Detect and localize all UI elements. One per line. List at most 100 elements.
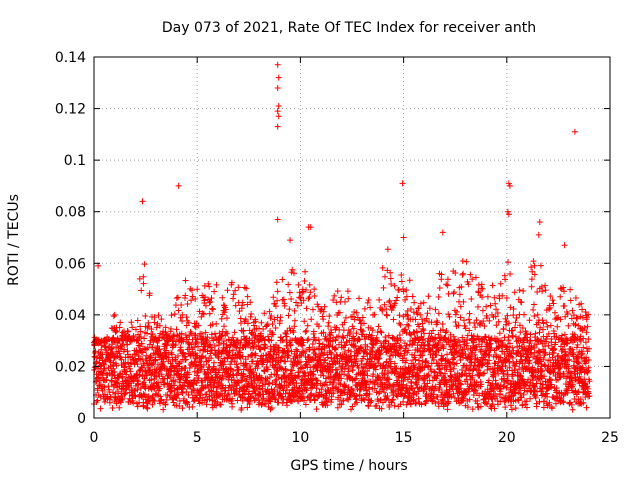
data-point: [158, 396, 165, 403]
data-point: [225, 390, 232, 397]
data-point: [101, 399, 108, 406]
data-point: [113, 362, 120, 369]
data-point: [223, 315, 230, 322]
data-point: [93, 358, 100, 365]
data-point: [113, 379, 120, 386]
data-point: [229, 367, 236, 374]
data-point: [206, 283, 213, 290]
data-point: [214, 399, 221, 406]
data-point: [229, 395, 236, 402]
data-point: [202, 370, 209, 377]
data-point: [173, 326, 180, 333]
data-point: [191, 368, 198, 375]
data-point: [144, 405, 151, 412]
data-point: [146, 341, 153, 348]
data-point: [114, 384, 121, 391]
data-point: [229, 334, 236, 341]
data-point: [233, 344, 240, 351]
data-point: [191, 323, 198, 330]
data-point: [202, 329, 209, 336]
data-point: [181, 382, 188, 389]
data-point: [175, 391, 182, 398]
data-point: [179, 350, 186, 357]
data-point: [213, 366, 220, 372]
data-point: [193, 339, 200, 346]
data-point: [151, 319, 158, 326]
data-point: [134, 386, 141, 393]
data-point: [214, 383, 221, 390]
data-point: [209, 305, 216, 312]
data-point: [145, 319, 152, 326]
data-point: [127, 368, 134, 375]
data-point: [223, 343, 230, 350]
data-point: [152, 356, 159, 363]
data-point: [122, 390, 129, 397]
data-point: [202, 339, 209, 346]
data-point: [206, 310, 213, 317]
chart-title: Day 073 of 2021, Rate Of TEC Index for r…: [162, 20, 536, 36]
data-point: [184, 300, 191, 307]
data-point: [125, 374, 132, 381]
data-point: [232, 341, 239, 348]
data-point: [126, 365, 133, 372]
y-tick-label: 0.04: [55, 308, 86, 324]
data-point: [112, 329, 119, 336]
x-axis-title: GPS time / hours: [290, 458, 407, 474]
data-point: [130, 399, 137, 406]
data-point: [98, 354, 105, 361]
data-point: [230, 295, 237, 302]
data-point: [198, 331, 205, 338]
data-point: [160, 333, 167, 340]
data-point: [109, 405, 116, 412]
data-point: [144, 330, 151, 337]
data-point: [140, 399, 147, 406]
data-point: [110, 359, 117, 366]
data-point: [186, 344, 193, 351]
data-point: [177, 344, 184, 351]
data-point: [113, 328, 120, 335]
data-point: [189, 293, 196, 300]
data-point: [172, 378, 179, 385]
data-point: [151, 314, 158, 321]
data-point: [137, 334, 144, 341]
data-point: [208, 387, 215, 394]
data-point: [184, 374, 191, 381]
data-point: [227, 365, 234, 372]
data-point: [224, 370, 231, 377]
data-point: [158, 316, 165, 323]
data-point: [213, 402, 220, 409]
data-point: [191, 344, 198, 351]
y-tick-label: 0.08: [55, 205, 86, 221]
data-point: [229, 347, 236, 354]
data-point: [156, 385, 163, 392]
data-point: [188, 287, 195, 294]
data-point: [200, 361, 207, 368]
data-point: [206, 393, 213, 400]
data-point: [217, 401, 224, 408]
data-point: [163, 396, 170, 403]
data-point: [235, 284, 242, 291]
data-point: [178, 302, 185, 309]
data-point: [134, 403, 141, 410]
data-point: [134, 317, 141, 324]
data-point: [149, 344, 156, 351]
data-point: [232, 302, 239, 309]
data-point: [97, 393, 104, 400]
data-point: [180, 338, 187, 345]
data-point: [160, 406, 167, 413]
data-point: [179, 311, 186, 318]
data-point: [230, 372, 237, 379]
data-point: [198, 313, 205, 320]
data-point: [221, 358, 228, 365]
data-point: [148, 354, 155, 361]
data-point: [222, 306, 229, 313]
data-point: [169, 351, 176, 358]
x-tick-label: 15: [395, 430, 413, 446]
y-tick-label: 0: [77, 411, 86, 427]
data-point: [109, 350, 116, 357]
data-point: [235, 366, 242, 373]
data-point: [141, 345, 148, 352]
data-point: [174, 352, 181, 359]
data-point: [222, 387, 229, 394]
data-point: [156, 337, 163, 344]
